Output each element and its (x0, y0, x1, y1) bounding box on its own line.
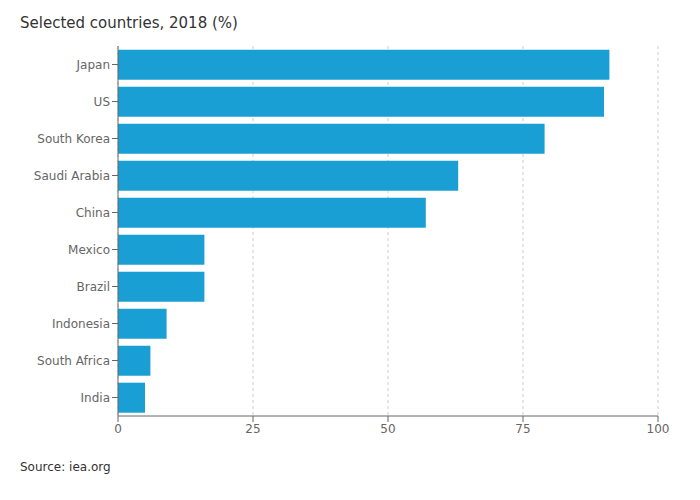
svg-text:0: 0 (114, 422, 122, 436)
svg-text:75: 75 (515, 422, 530, 436)
svg-text:South Korea: South Korea (37, 132, 110, 146)
svg-text:South Africa: South Africa (37, 354, 110, 368)
svg-text:Japan: Japan (76, 58, 110, 72)
svg-text:Mexico: Mexico (68, 243, 110, 257)
svg-text:US: US (94, 95, 110, 109)
svg-text:50: 50 (380, 422, 395, 436)
svg-text:Indonesia: Indonesia (52, 317, 110, 331)
svg-text:China: China (76, 206, 110, 220)
html-text:Source: iea.org: Source: iea.org (20, 460, 111, 474)
svg-text:Brazil: Brazil (77, 280, 111, 294)
html-text:Selected countries, 2018 (%): Selected countries, 2018 (%) (20, 14, 238, 32)
svg-text:100: 100 (647, 422, 670, 436)
svg-text:Saudi Arabia: Saudi Arabia (34, 169, 110, 183)
svg-text:India: India (81, 391, 110, 405)
svg-text:25: 25 (245, 422, 260, 436)
